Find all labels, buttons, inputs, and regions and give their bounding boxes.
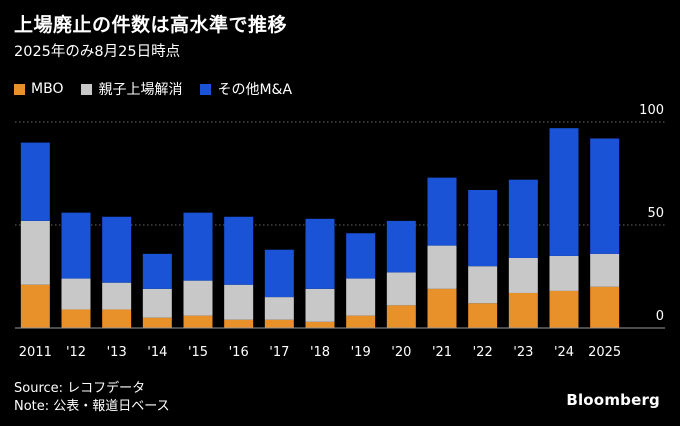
bar-segment-mbo: [508, 292, 538, 328]
y-tick-label: 0: [656, 309, 664, 324]
bar-segment-mbo: [224, 319, 254, 328]
bar-segment-parent-child: [508, 257, 538, 293]
bar-segment-other-ma: [264, 249, 294, 298]
chart-subtitle: 2025年のみ8月25日時点: [14, 44, 181, 60]
bar-segment-parent-child: [427, 245, 457, 289]
bar-segment-parent-child: [386, 272, 416, 306]
legend-label-other-ma: その他M&A: [217, 82, 293, 98]
bar-segment-other-ma: [427, 177, 457, 246]
bar-segment-other-ma: [142, 253, 172, 289]
bar-segment-parent-child: [183, 280, 213, 316]
bloomberg-logo: Bloomberg: [566, 391, 660, 409]
x-tick-label: '18: [310, 345, 330, 360]
x-tick-label: 2011: [19, 345, 52, 360]
x-tick-label: '22: [473, 345, 493, 360]
bar-segment-parent-child: [264, 297, 294, 320]
legend-swatch-parent-child: [81, 83, 93, 95]
y-tick-label: 50: [647, 206, 664, 221]
bar-segment-other-ma: [20, 142, 50, 221]
bar-segment-parent-child: [549, 255, 579, 291]
bar-segment-parent-child: [102, 282, 132, 310]
bar-segment-other-ma: [183, 212, 213, 281]
bar-segment-parent-child: [142, 288, 172, 318]
bar-segment-mbo: [264, 319, 294, 328]
bar-segment-parent-child: [61, 278, 91, 310]
x-tick-label: '15: [188, 345, 208, 360]
x-tick-label: '24: [554, 345, 574, 360]
footer: Source: レコフデータ Note: 公表・報道日ベース: [14, 380, 170, 416]
x-tick-label: '23: [513, 345, 533, 360]
bar-segment-mbo: [102, 309, 132, 328]
x-tick-label: '14: [147, 345, 167, 360]
bar-segment-other-ma: [61, 212, 91, 279]
bar-segment-other-ma: [508, 179, 538, 258]
bar-segment-mbo: [386, 305, 416, 328]
legend-item-parent-child: 親子上場解消: [81, 79, 182, 99]
bar-segment-other-ma: [224, 216, 254, 285]
bar-segment-mbo: [142, 317, 172, 328]
bar-segment-mbo: [20, 284, 50, 328]
bar-segment-other-ma: [386, 220, 416, 273]
legend-label-parent-child: 親子上場解消: [98, 82, 183, 98]
bar-segment-parent-child: [224, 284, 254, 320]
bar-segment-mbo: [549, 290, 579, 328]
legend: MBO 親子上場解消 その他M&A: [14, 79, 310, 99]
bar-segment-other-ma: [468, 189, 498, 267]
x-tick-label: '20: [391, 345, 411, 360]
chart-title: 上場廃止の件数は高水準で推移: [14, 14, 288, 36]
bar-segment-other-ma: [102, 216, 132, 283]
x-tick-label: '17: [269, 345, 289, 360]
legend-swatch-other-ma: [200, 83, 212, 95]
x-tick-label: '21: [432, 345, 452, 360]
source-note: Source: レコフデータ: [14, 381, 146, 396]
x-tick-label: '19: [351, 345, 371, 360]
bar-segment-mbo: [305, 321, 335, 328]
bar-segment-parent-child: [305, 288, 335, 322]
method-note: Note: 公表・報道日ベース: [14, 399, 170, 414]
bar-segment-other-ma: [549, 128, 579, 256]
legend-item-other-ma: その他M&A: [200, 79, 292, 99]
y-tick-label: 100: [639, 103, 664, 118]
bar-segment-other-ma: [346, 233, 376, 279]
bar-segment-mbo: [427, 288, 457, 328]
bar-segment-mbo: [590, 286, 620, 328]
x-tick-label: '13: [107, 345, 127, 360]
x-tick-label: '12: [66, 345, 86, 360]
legend-item-mbo: MBO: [14, 81, 63, 97]
bar-segment-mbo: [183, 315, 213, 328]
bar-segment-mbo: [346, 315, 376, 328]
legend-swatch-mbo: [14, 83, 25, 95]
bar-segment-parent-child: [468, 266, 498, 304]
x-tick-label: 2025: [588, 345, 621, 360]
bar-segment-parent-child: [20, 220, 50, 285]
x-tick-label: '16: [229, 345, 249, 360]
bar-segment-mbo: [61, 309, 91, 328]
bar-segment-parent-child: [346, 278, 376, 316]
legend-label-mbo: MBO: [31, 81, 64, 97]
bar-segment-mbo: [468, 303, 498, 328]
bar-segment-other-ma: [590, 138, 620, 254]
bar-segment-other-ma: [305, 218, 335, 289]
bar-segment-parent-child: [590, 253, 620, 287]
